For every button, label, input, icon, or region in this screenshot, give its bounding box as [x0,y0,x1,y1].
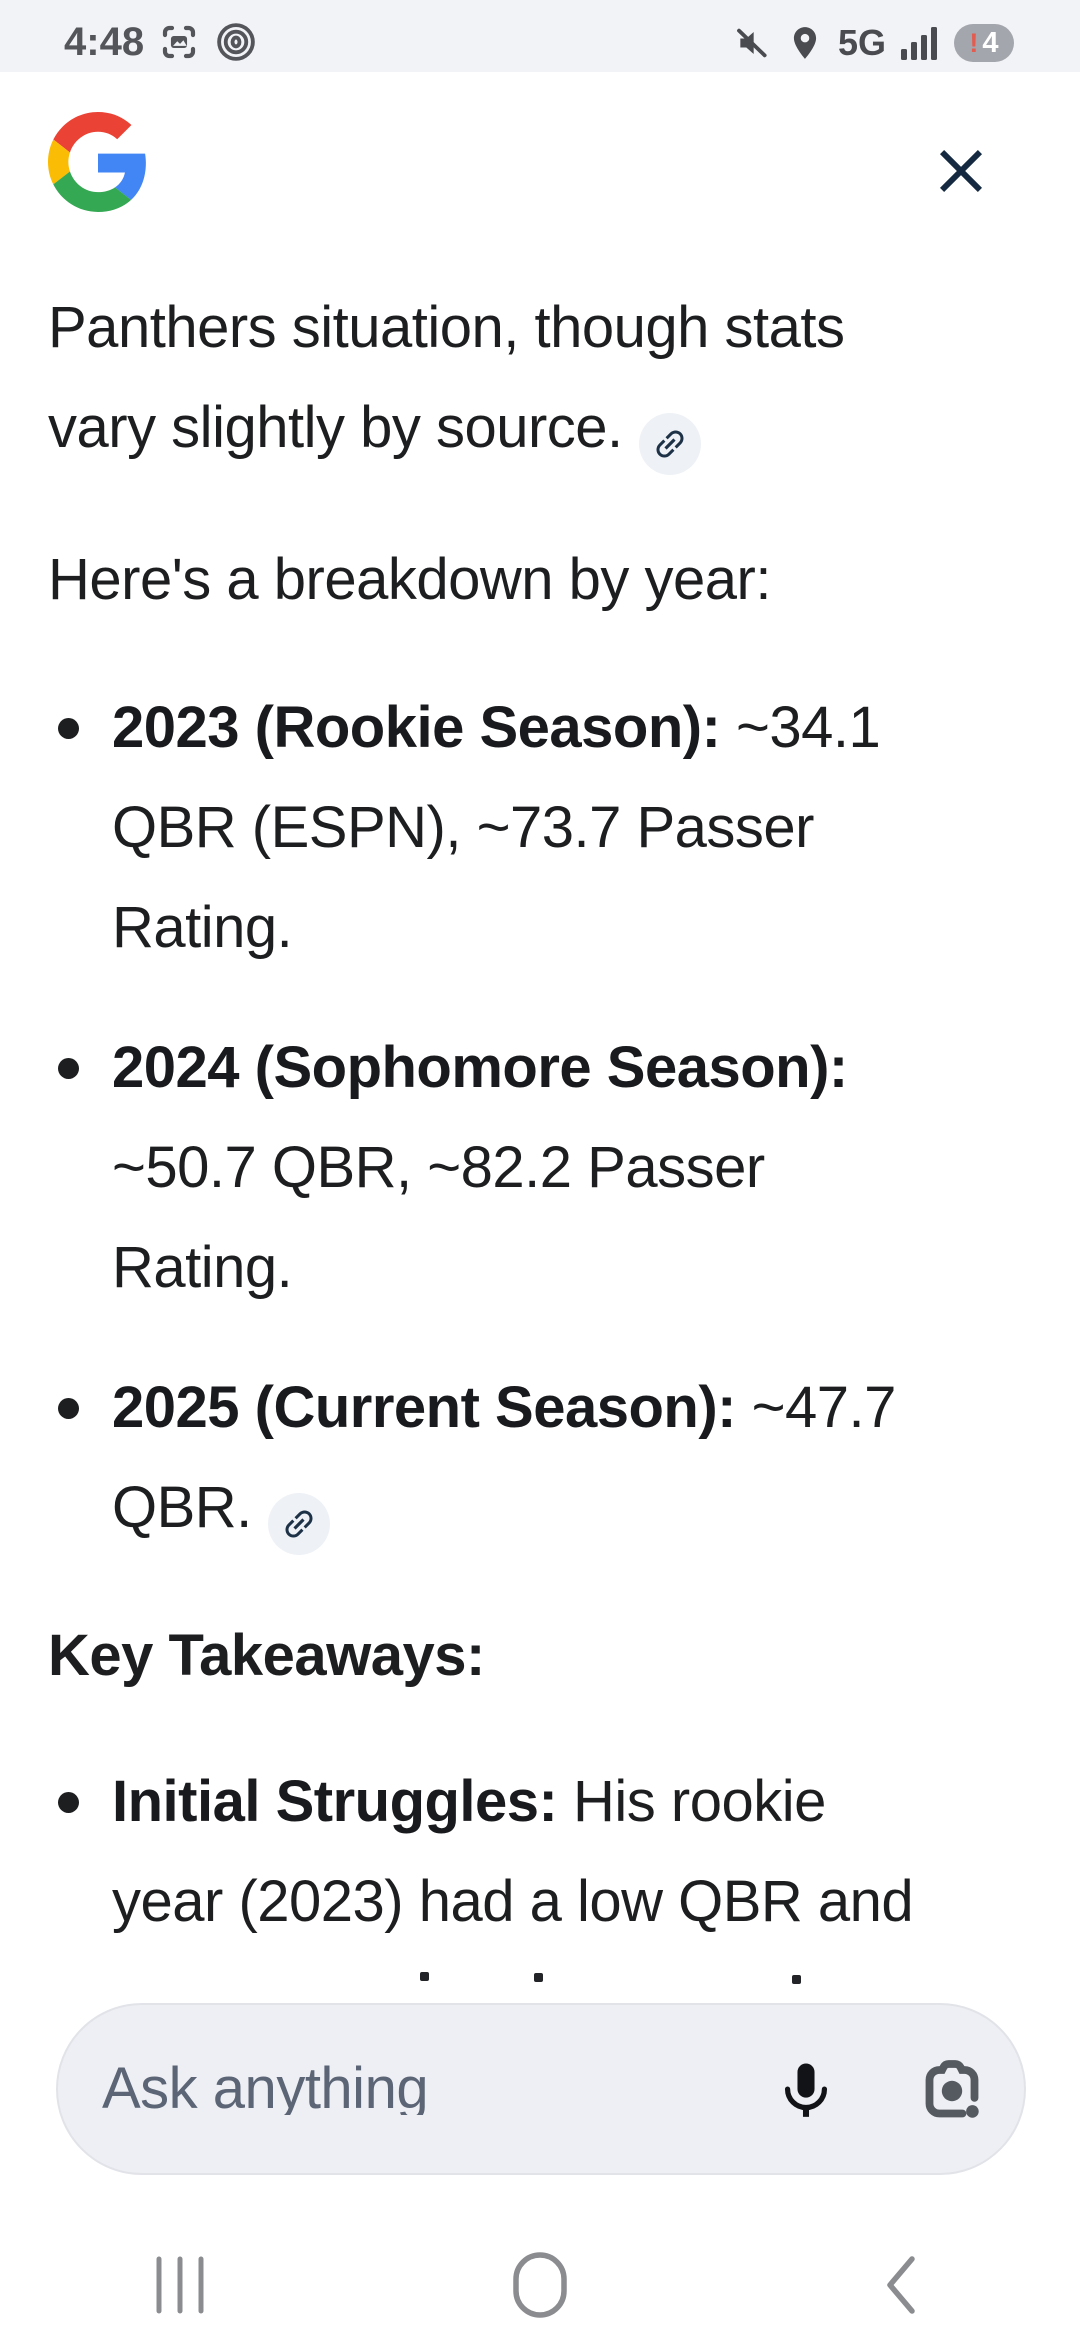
item-text: His rookie [557,1769,826,1834]
signal-strength-icon [901,27,937,60]
item-bold-label: 2024 (Sophomore Season): [112,1035,848,1100]
item-text: QBR (ESPN), ~73.7 Passer [112,795,814,860]
citation-link-button[interactable] [267,1493,330,1555]
intro-line: vary slightly by source. [48,395,623,460]
voice-search-button[interactable] [758,2005,854,2177]
network-type-label: 5G [837,22,886,63]
recents-icon [156,2256,204,2314]
item-text: ~50.7 QBR, ~82.2 Passer [112,1135,765,1200]
status-time: 4:48 [64,20,145,64]
battery-alert-icon: ! [969,27,979,58]
item-text: ~47.7 [735,1375,897,1440]
bullet-dot [58,1058,79,1079]
clipped-text-fragment [792,1975,801,1984]
screenshot-icon [162,25,196,59]
item-text: ~34.1 [720,695,881,760]
ask-input-placeholder: Ask anything [102,2057,429,2115]
home-button[interactable] [360,2230,720,2340]
spiral-rings-icon [217,23,255,61]
citation-link-button[interactable] [638,413,701,475]
battery-level: 4 [982,26,999,59]
breakdown-heading: Here's a breakdown by year: [48,547,771,612]
link-icon [656,430,684,458]
location-pin-icon [793,27,817,59]
status-bar: 4:48 5G [0,0,1080,72]
takeaways-list: Initial Struggles: His rookie year (2023… [48,1752,1012,1952]
link-icon [285,1510,313,1538]
item-bold-label: Initial Struggles: [112,1769,558,1834]
close-button[interactable] [926,136,996,206]
close-icon [939,149,983,193]
item-bold-label: 2023 (Rookie Season): [112,695,721,760]
mute-icon [737,28,767,58]
clipped-text-fragment [534,1973,543,1982]
item-text: QBR. [112,1475,252,1540]
clipped-text-fragment [420,1972,429,1981]
ai-answer-body: Panthers situation, though stats vary sl… [48,250,1012,1992]
list-item-2025: 2025 (Current Season): ~47.7 QBR. [48,1358,1012,1558]
bullet-dot [58,1398,79,1419]
bullet-dot [58,718,79,739]
list-item-2024: 2024 (Sophomore Season): ~50.7 QBR, ~82.… [48,1018,1012,1318]
item-bold-label: 2025 (Current Season): [112,1375,736,1440]
ask-input[interactable]: Ask anything [56,2003,1026,2175]
google-lens-button[interactable] [904,2005,1000,2177]
microphone-icon [784,2063,828,2117]
google-logo [48,112,146,212]
intro-line: Panthers situation, though stats [48,295,845,360]
battery-indicator: ! 4 [954,24,1014,62]
list-item-2023: 2023 (Rookie Season): ~34.1 QBR (ESPN), … [48,678,1012,978]
google-lens-icon [925,2060,979,2118]
back-icon [887,2256,915,2314]
intro-paragraph: Panthers situation, though stats vary sl… [48,278,1012,478]
system-navigation-bar [0,2230,1080,2340]
year-breakdown-list: 2023 (Rookie Season): ~34.1 QBR (ESPN), … [48,678,1012,1558]
back-button[interactable] [720,2230,1080,2340]
bullet-dot [58,1792,79,1813]
home-icon [513,2252,567,2318]
item-text: year (2023) had a low QBR and [112,1869,914,1934]
item-text: Rating. [112,895,293,960]
item-text: Rating. [112,1235,293,1300]
takeaways-heading: Key Takeaways: [48,1623,485,1688]
recents-button[interactable] [0,2230,360,2340]
list-item-initial-struggles: Initial Struggles: His rookie year (2023… [48,1752,1012,1952]
